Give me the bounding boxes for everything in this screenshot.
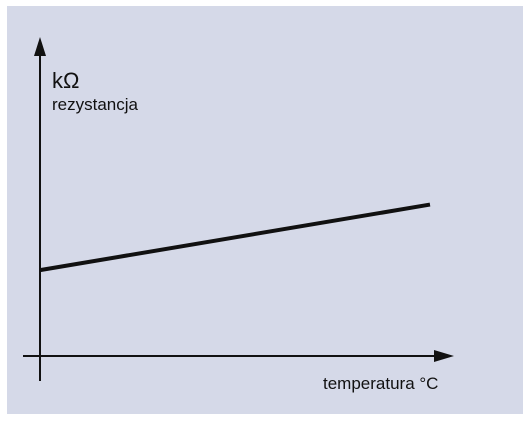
x-axis-label: temperatura °C: [323, 374, 438, 393]
y-axis-label: rezystancja: [52, 95, 139, 114]
y-axis-arrow: [34, 37, 46, 56]
chart-layer: [23, 37, 454, 381]
x-axis-arrow: [434, 350, 454, 362]
chart-panel: [7, 6, 523, 414]
series-line-1: [39, 202, 431, 273]
y-unit-label: kΩ: [52, 68, 79, 93]
